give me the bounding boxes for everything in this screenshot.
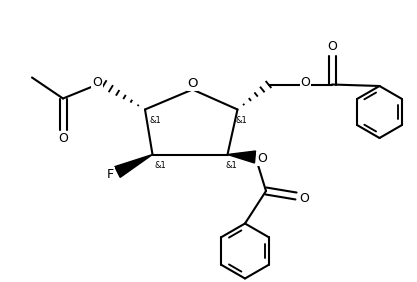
Text: &1: &1 <box>225 161 237 170</box>
Text: &1: &1 <box>150 116 162 125</box>
Text: F: F <box>107 168 114 180</box>
Text: &1: &1 <box>235 116 247 125</box>
Text: O: O <box>187 77 198 90</box>
Text: O: O <box>301 76 310 89</box>
Text: &1: &1 <box>155 161 167 170</box>
Text: O: O <box>257 153 267 166</box>
Text: O: O <box>58 131 68 144</box>
Text: O: O <box>327 41 337 54</box>
Text: O: O <box>299 191 309 204</box>
Polygon shape <box>115 155 153 177</box>
Text: O: O <box>92 76 102 89</box>
Polygon shape <box>228 151 256 163</box>
